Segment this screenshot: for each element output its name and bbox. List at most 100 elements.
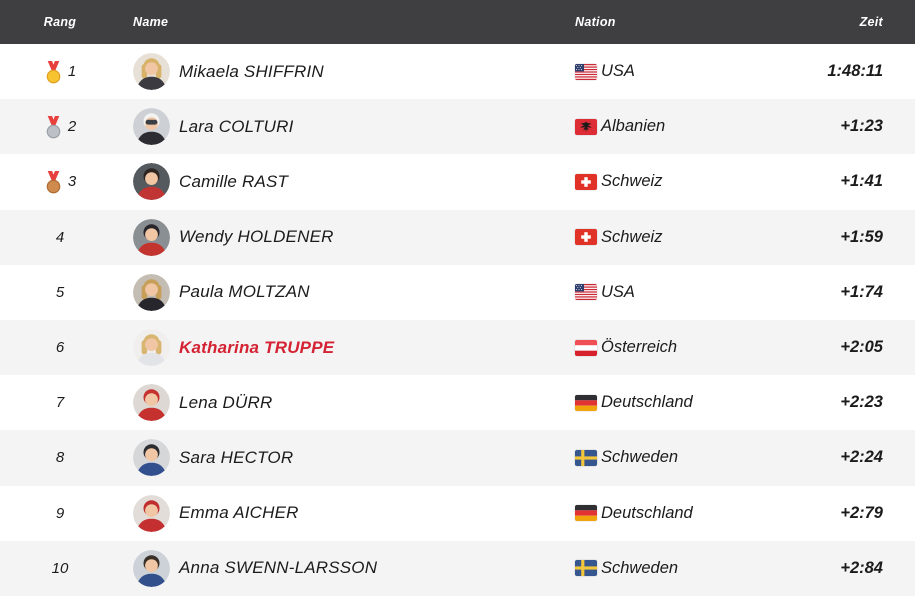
time-cell: +2:05 [775,338,915,357]
rank-label: 10 [51,559,69,577]
results-body: 1 Mikaela SHIFFRIN USA 1:48:11 2 Lara CO… [0,44,915,596]
table-row[interactable]: 3 Camille RAST Schweiz +1:41 [0,154,915,210]
bronze-medal-icon [44,171,63,194]
flag-icon-de [575,394,597,411]
athlete-name: Anna SWENN-LARSSON [179,558,378,578]
rank-label: 6 [55,339,65,357]
table-row[interactable]: 9 Emma AICHER Deutschland +2:79 [0,485,915,541]
athlete-name: Lara COLTURI [179,116,294,136]
flag-icon-us [575,284,597,301]
time-cell: +1:59 [775,228,915,247]
table-row[interactable]: 4 Wendy HOLDENER Schweiz +1:59 [0,209,915,265]
flag-icon-de [575,505,597,522]
name-cell: Wendy HOLDENER [120,218,575,256]
athlete-avatar [133,384,170,422]
rank-cell: 9 [0,505,120,522]
time-label: 1:48:11 [827,62,883,81]
rank-label: 5 [55,283,65,301]
time-label: +1:59 [840,227,883,246]
nation-label: Albanien [601,117,666,136]
nation-cell: USA [575,283,775,302]
time-cell: +2:23 [775,393,915,412]
nation-label: Deutschland [601,503,693,522]
rank-cell: 4 [0,229,120,246]
athlete-avatar [133,163,170,201]
athlete-avatar [133,108,170,146]
header-cell-name: Name [133,15,169,29]
athlete-name: Paula MOLTZAN [179,282,310,302]
rank-cell: 3 [0,170,120,194]
nation-cell: Österreich [575,338,775,357]
nation-label: USA [601,282,635,301]
rank-cell: 7 [0,394,120,411]
table-row[interactable]: 1 Mikaela SHIFFRIN USA 1:48:11 [0,44,915,100]
header-row: Rang Name Nation Zeit [0,0,915,44]
name-cell: Paula MOLTZAN [120,273,575,311]
name-cell: Lara COLTURI [120,108,575,146]
rank-cell: 8 [0,449,120,466]
athlete-avatar [133,549,170,587]
athlete-avatar [133,439,170,477]
athlete-avatar [133,218,170,256]
header-cell-zeit: Zeit [859,15,883,29]
flag-icon-us [575,63,597,80]
name-cell: Camille RAST [120,163,575,201]
nation-cell: Deutschland [575,393,775,412]
athlete-name: Emma AICHER [179,503,299,523]
nation-label: USA [601,62,635,81]
time-label: +2:24 [840,448,883,467]
table-row[interactable]: 10 Anna SWENN-LARSSON Schweden +2:84 [0,540,915,596]
time-label: +2:79 [840,503,883,522]
nation-label: Österreich [601,338,678,357]
time-label: +2:23 [840,393,883,412]
athlete-avatar [133,494,170,532]
table-row[interactable]: 7 Lena DÜRR Deutschland +2:23 [0,375,915,431]
athlete-avatar [133,53,170,91]
name-cell: Mikaela SHIFFRIN [120,53,575,91]
time-label: +1:41 [840,172,883,191]
name-cell: Lena DÜRR [120,384,575,422]
time-cell: +1:74 [775,283,915,302]
name-cell: Katharina TRUPPE [120,329,575,367]
nation-label: Deutschland [601,393,693,412]
table-row[interactable]: 6 Katharina TRUPPE Österreich +2:05 [0,319,915,376]
athlete-name: Camille RAST [179,171,289,191]
nation-label: Schweiz [601,172,663,191]
rank-cell: 2 [0,115,120,139]
athlete-avatar [133,329,170,367]
time-label: +1:74 [840,282,883,301]
flag-icon-ch [575,173,597,190]
nation-label: Schweiz [601,227,663,246]
flag-icon-at [575,339,597,356]
rank-label: 7 [55,394,65,412]
name-cell: Anna SWENN-LARSSON [120,549,575,587]
athlete-name: Sara HECTOR [179,447,294,467]
time-cell: +2:24 [775,448,915,467]
table-row[interactable]: 5 Paula MOLTZAN USA +1:74 [0,264,915,320]
table-row[interactable]: 8 Sara HECTOR Schweden +2:24 [0,430,915,486]
nation-cell: Schweden [575,448,775,467]
athlete-avatar [133,273,170,311]
rank-label: 8 [55,449,65,467]
time-cell: 1:48:11 [775,62,915,81]
rank-cell: 6 [0,339,120,356]
header-cell-rang: Rang [43,15,77,29]
athlete-name: Katharina TRUPPE [179,337,335,357]
time-label: +1:23 [840,117,883,136]
time-cell: +1:23 [775,117,915,136]
rank-label: 2 [67,118,77,136]
athlete-name: Wendy HOLDENER [179,227,334,247]
nation-cell: Schweden [575,559,775,578]
table-row[interactable]: 2 Lara COLTURI Albanien +1:23 [0,99,915,155]
rank-label: 9 [55,504,65,522]
header-cell-nation: Nation [575,15,616,29]
time-cell: +1:41 [775,172,915,191]
rank-label: 4 [55,228,65,246]
nation-label: Schweden [601,558,679,577]
rank-cell: 5 [0,284,120,301]
nation-cell: USA [575,62,775,81]
flag-icon-ch [575,229,597,246]
rank-label: 3 [67,173,77,191]
rank-cell: 1 [0,60,120,84]
